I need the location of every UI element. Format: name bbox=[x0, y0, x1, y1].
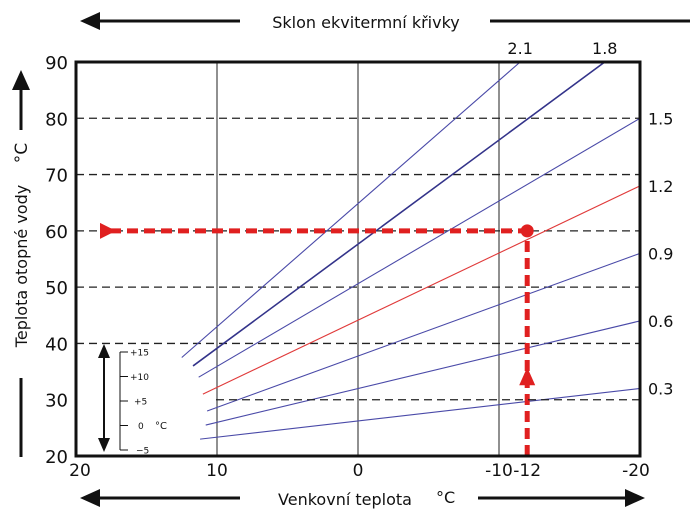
y-tick-label: 80 bbox=[45, 109, 68, 130]
series-label: 1.5 bbox=[648, 109, 673, 128]
x-tick-label: -10 bbox=[485, 461, 513, 481]
series-line bbox=[198, 117, 641, 378]
example-point bbox=[520, 224, 534, 238]
y-axis-unit: °C bbox=[12, 143, 32, 163]
y-axis-label: Teplota otopné vody bbox=[12, 185, 31, 348]
plot-frame bbox=[74, 60, 642, 458]
y-tick-label: 70 bbox=[45, 166, 68, 187]
tick-labels: 20 30 40 50 60 70 80 90 20 10 0 -10 -12 -20 bbox=[45, 53, 650, 481]
x-axis-unit: °C bbox=[436, 488, 455, 507]
y-tick-label: 60 bbox=[45, 222, 68, 243]
series-line bbox=[206, 252, 641, 412]
shift-down-arrow-icon bbox=[98, 438, 110, 452]
y-tick-label: 50 bbox=[45, 278, 68, 299]
series-label: 2.1 bbox=[507, 39, 532, 58]
series-line bbox=[200, 387, 641, 440]
xlabel-right-arrow-icon bbox=[625, 489, 645, 507]
x-tick-label: -20 bbox=[622, 461, 650, 481]
series-line bbox=[205, 320, 641, 426]
shift-unit: °C bbox=[155, 421, 167, 432]
example-up-arrow-icon bbox=[519, 367, 536, 386]
shift-up-arrow-icon bbox=[98, 344, 110, 358]
x-tick-label: 0 bbox=[353, 461, 364, 481]
series-labels: 2.1 1.8 1.5 1.2 0.9 0.6 0.3 bbox=[507, 39, 673, 398]
shift-tick-label: +15 bbox=[130, 349, 149, 359]
chart-title: Sklon ekvitermní křivky bbox=[272, 13, 460, 32]
title-arrow-icon bbox=[80, 12, 100, 30]
y-tick-label: 40 bbox=[45, 334, 68, 355]
series-label: 0.6 bbox=[648, 312, 673, 331]
y-tick-label: 30 bbox=[45, 391, 68, 412]
grid bbox=[76, 62, 640, 456]
series-label: 0.3 bbox=[648, 379, 673, 398]
shift-tick-label: +10 bbox=[130, 373, 149, 383]
series-group bbox=[181, 61, 641, 440]
x-tick-label: 20 bbox=[69, 461, 91, 481]
x-axis-label: Venkovní teplota bbox=[278, 490, 412, 509]
series-label: 1.2 bbox=[648, 177, 673, 196]
xlabel-left-arrow-icon bbox=[80, 489, 100, 507]
series-line bbox=[192, 61, 606, 367]
series-label: 0.9 bbox=[648, 244, 673, 263]
x-tick-label: -12 bbox=[513, 461, 541, 481]
example-right-arrow-icon bbox=[100, 222, 116, 239]
example-reading bbox=[100, 222, 536, 456]
series-line bbox=[202, 185, 641, 395]
series-label: 1.8 bbox=[592, 39, 617, 58]
y-tick-label: 20 bbox=[45, 447, 68, 468]
shift-tick-label: 0 bbox=[138, 422, 144, 432]
ylabel-up-arrow-icon bbox=[12, 70, 30, 90]
shift-tick-label: −5 bbox=[136, 447, 149, 457]
series-line bbox=[181, 61, 521, 358]
shift-tick-label: +5 bbox=[134, 398, 147, 408]
x-tick-label: 10 bbox=[206, 461, 228, 481]
parallel-shift-scale: +15 +10 +5 0 °C −5 bbox=[98, 344, 640, 457]
y-tick-label: 90 bbox=[45, 53, 68, 74]
